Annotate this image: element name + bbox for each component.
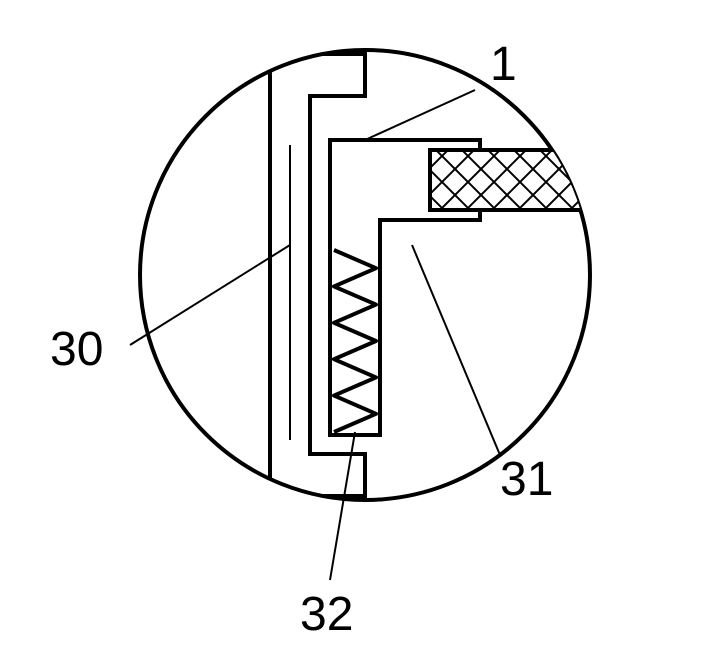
label-1: 1 xyxy=(490,38,517,91)
label-30: 30 xyxy=(50,323,103,376)
mechanism xyxy=(145,54,585,498)
cushion-31 xyxy=(430,150,585,210)
diagram-root: 1 30 31 32 xyxy=(0,0,703,660)
label-31: 31 xyxy=(500,453,553,506)
leader-31 xyxy=(412,245,500,455)
label-32: 32 xyxy=(300,588,353,641)
leader-1 xyxy=(365,90,475,140)
leader-30 xyxy=(130,245,290,345)
